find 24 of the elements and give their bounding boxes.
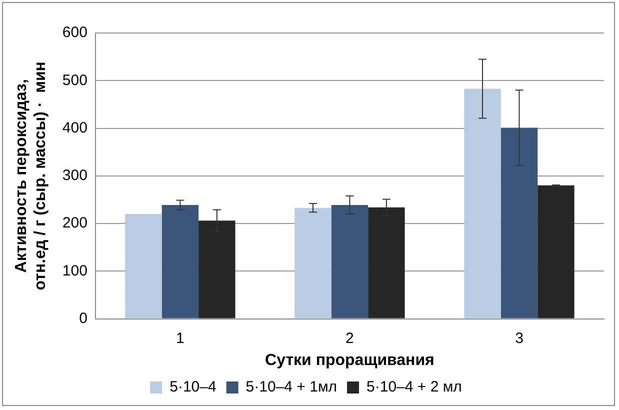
y-tick-label: 400 (62, 119, 88, 136)
bar (162, 204, 199, 318)
legend-label: 5·10–4 (170, 378, 216, 396)
legend-label: 5·10–4 + 2 мл (366, 378, 462, 396)
y-tick-label: 600 (62, 24, 88, 42)
y-axis-title: Активность пероксидаз, отн.ед / г (сыр. массы) · мин (13, 62, 50, 290)
y-tick-label: 100 (62, 262, 88, 280)
bar (331, 204, 368, 318)
y-tick-label: 200 (62, 214, 88, 232)
bar (538, 185, 574, 318)
y-tick-label: 500 (62, 72, 88, 89)
bar (500, 128, 538, 318)
bar (464, 88, 501, 318)
y-tick-label: 0 (79, 310, 88, 327)
bar (198, 220, 236, 318)
bar (125, 214, 162, 318)
x-tick-label: 1 (176, 330, 184, 347)
y-tick-label: 300 (62, 167, 88, 184)
x-axis-title: Сутки проращивания (265, 352, 434, 369)
bar (294, 208, 332, 318)
x-tick-label: 2 (346, 330, 354, 347)
x-tick-label: 3 (515, 330, 524, 347)
bar (368, 207, 405, 318)
legend-label: 5·10–4 + 1мл (246, 378, 338, 396)
